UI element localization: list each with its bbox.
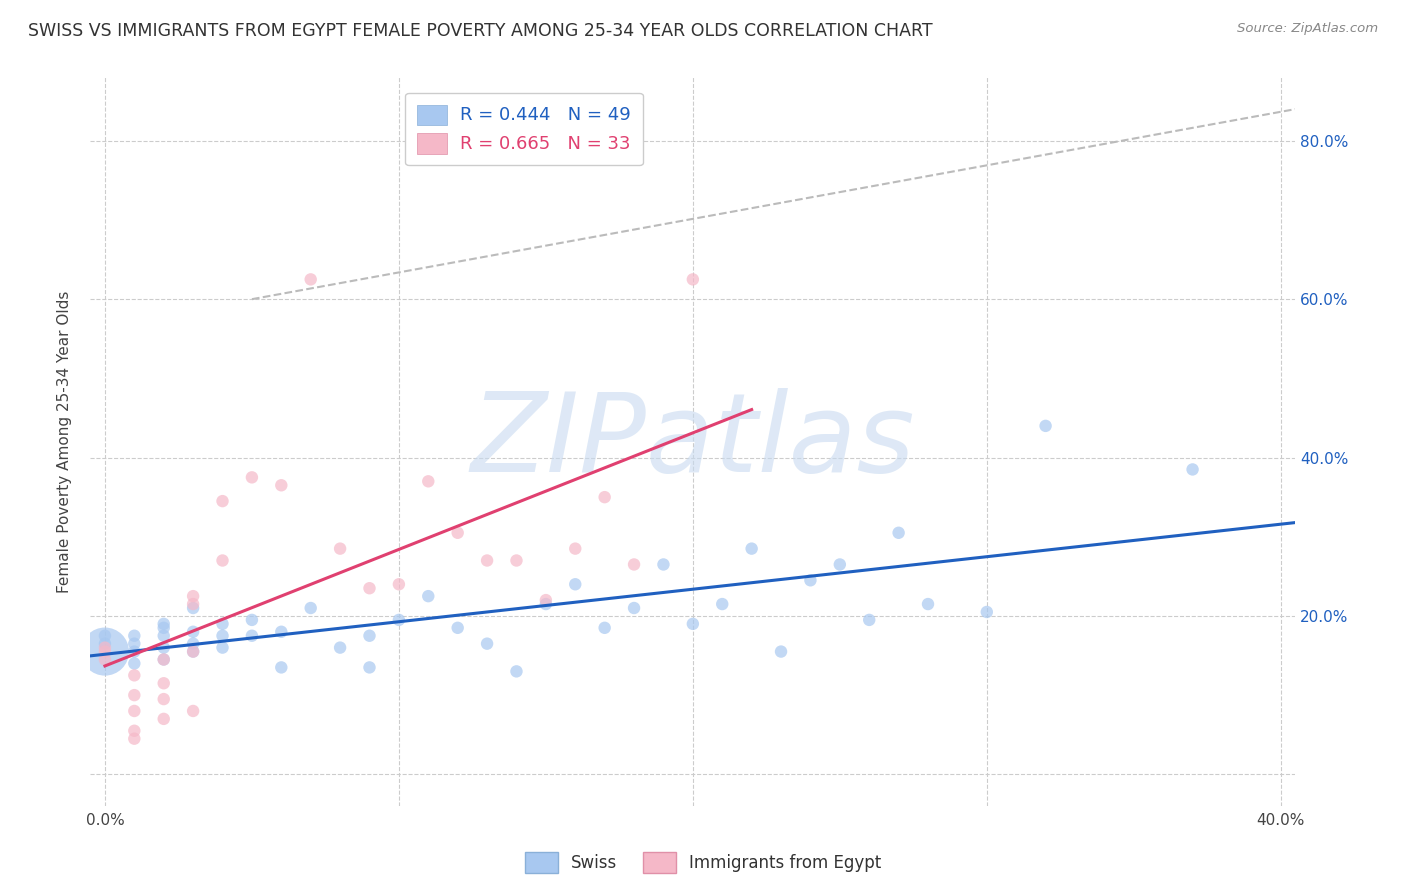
Point [887, 525, 910, 540]
Point [329, 640, 352, 655]
Point [124, 731, 146, 746]
Point [94, 637, 117, 651]
Point [152, 616, 174, 631]
Point [475, 637, 498, 651]
Point [211, 553, 233, 567]
Point [505, 553, 527, 567]
Point [240, 470, 263, 484]
Point [181, 644, 204, 658]
Point [181, 704, 204, 718]
Point [329, 541, 352, 556]
Point [124, 688, 146, 702]
Point [94, 644, 117, 658]
Point [388, 577, 411, 591]
Point [211, 629, 233, 643]
Point [152, 692, 174, 706]
Point [124, 704, 146, 718]
Point [741, 541, 763, 556]
Point [359, 629, 381, 643]
Point [270, 660, 292, 674]
Point [1181, 462, 1204, 476]
Point [475, 553, 498, 567]
Point [181, 637, 204, 651]
Point [770, 644, 793, 658]
Point [534, 593, 557, 607]
Point [682, 616, 704, 631]
Point [447, 525, 470, 540]
Point [152, 629, 174, 643]
Point [152, 640, 174, 655]
Point [94, 640, 117, 655]
Point [652, 558, 675, 572]
Point [181, 589, 204, 603]
Point [124, 657, 146, 671]
Point [828, 558, 851, 572]
Text: Source: ZipAtlas.com: Source: ZipAtlas.com [1237, 22, 1378, 36]
Point [447, 621, 470, 635]
Point [299, 601, 322, 615]
Point [299, 272, 322, 286]
Point [564, 577, 586, 591]
Point [359, 581, 381, 595]
Point [94, 629, 117, 643]
Point [270, 624, 292, 639]
Point [270, 478, 292, 492]
Point [152, 676, 174, 690]
Point [152, 712, 174, 726]
Point [181, 597, 204, 611]
Point [181, 644, 204, 658]
Text: ZIPatlas: ZIPatlas [471, 388, 915, 495]
Point [593, 621, 616, 635]
Point [152, 652, 174, 666]
Point [388, 613, 411, 627]
Point [124, 723, 146, 738]
Point [858, 613, 880, 627]
Point [682, 272, 704, 286]
Y-axis label: Female Poverty Among 25-34 Year Olds: Female Poverty Among 25-34 Year Olds [58, 291, 72, 593]
Point [1035, 418, 1057, 433]
Point [534, 597, 557, 611]
Point [152, 652, 174, 666]
Point [181, 624, 204, 639]
Point [359, 660, 381, 674]
Point [564, 541, 586, 556]
Point [181, 601, 204, 615]
Point [240, 613, 263, 627]
Point [593, 490, 616, 504]
Point [711, 597, 734, 611]
Point [211, 616, 233, 631]
Legend: R = 0.444   N = 49, R = 0.665   N = 33: R = 0.444 N = 49, R = 0.665 N = 33 [405, 93, 643, 165]
Text: SWISS VS IMMIGRANTS FROM EGYPT FEMALE POVERTY AMONG 25-34 YEAR OLDS CORRELATION : SWISS VS IMMIGRANTS FROM EGYPT FEMALE PO… [28, 22, 932, 40]
Point [799, 574, 821, 588]
Point [124, 668, 146, 682]
Point [211, 640, 233, 655]
Point [94, 652, 117, 666]
Point [94, 644, 117, 658]
Point [623, 601, 645, 615]
Point [124, 644, 146, 658]
Point [124, 629, 146, 643]
Point [211, 494, 233, 508]
Point [976, 605, 998, 619]
Point [418, 475, 440, 489]
Point [152, 621, 174, 635]
Point [623, 558, 645, 572]
Point [917, 597, 939, 611]
Point [240, 629, 263, 643]
Legend: Swiss, Immigrants from Egypt: Swiss, Immigrants from Egypt [517, 846, 889, 880]
Point [418, 589, 440, 603]
Point [505, 665, 527, 679]
Point [124, 637, 146, 651]
